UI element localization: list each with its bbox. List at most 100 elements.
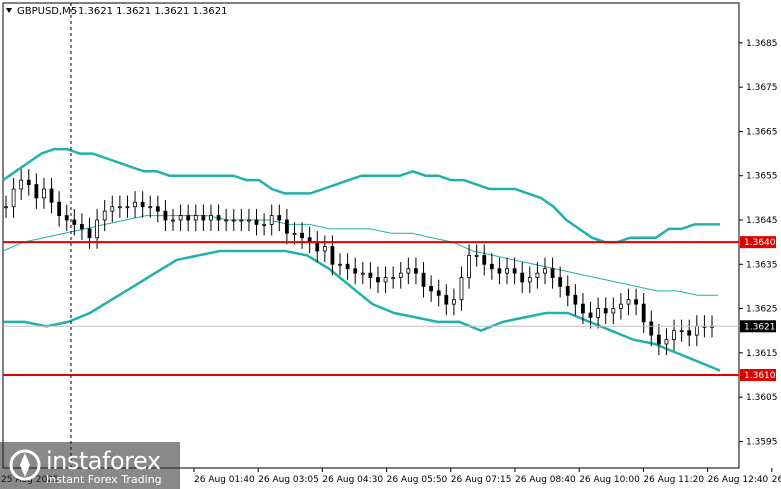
- candle: [421, 262, 426, 298]
- candle: [42, 177, 46, 209]
- candle: [603, 297, 608, 325]
- candle: [353, 257, 358, 285]
- candle: [664, 328, 669, 356]
- moving-average-line: [2, 215, 718, 296]
- x-tick-label: 26 Aug 05:50: [387, 475, 448, 485]
- candle: [140, 191, 145, 218]
- x-tick-label: 26 Aug 12:40: [708, 475, 769, 485]
- candle: [19, 169, 24, 201]
- candle: [634, 288, 638, 316]
- candle: [489, 253, 494, 280]
- candle: [11, 177, 16, 218]
- candle: [155, 195, 160, 223]
- current-price-label: 1.3621: [744, 322, 776, 332]
- level-price-label: 1.3640: [744, 238, 776, 248]
- candle: [224, 208, 229, 232]
- x-tick-label: 26 Aug 03:05: [258, 475, 319, 485]
- brand-tagline: Instant Forex Trading: [46, 473, 162, 486]
- chart-quote: 1.3621 1.3621 1.3621 1.3621: [78, 6, 228, 17]
- candle: [687, 319, 692, 347]
- y-tick-label: 1.3675: [746, 83, 778, 93]
- candle: [368, 262, 373, 289]
- candle: [277, 204, 282, 232]
- candle: [596, 297, 601, 329]
- candle: [87, 217, 92, 249]
- x-tick-label: 26 Aug 10:00: [579, 475, 640, 485]
- candle: [193, 204, 198, 232]
- candle: [26, 169, 31, 196]
- y-tick-label: 1.3655: [746, 172, 778, 182]
- candle: [656, 324, 661, 356]
- candle: [231, 208, 236, 232]
- candle: [679, 319, 684, 342]
- candle: [80, 213, 84, 240]
- level-price-badge: [740, 236, 776, 249]
- x-tick-label: 26 Aug 08:40: [515, 475, 576, 485]
- x-tick-label: 26 Aug 01:40: [194, 475, 255, 485]
- candle: [527, 266, 532, 294]
- candle: [338, 253, 342, 276]
- candle: [436, 279, 441, 307]
- candle: [284, 208, 289, 245]
- candle: [482, 244, 487, 276]
- candle: [49, 177, 54, 214]
- candle: [588, 301, 593, 329]
- instaforex-logo-icon: [9, 449, 41, 481]
- candle: [360, 262, 365, 285]
- plot-frame: [2, 2, 740, 469]
- candle: [4, 195, 8, 218]
- candle: [619, 293, 623, 320]
- x-tick-label: 26 Aug 04:30: [322, 475, 383, 485]
- candle: [125, 195, 130, 218]
- candle: [543, 257, 547, 285]
- candle: [505, 257, 509, 285]
- candle: [64, 204, 69, 232]
- symbol-dropdown-icon[interactable]: [6, 8, 12, 13]
- candle: [72, 208, 77, 236]
- candle: [247, 208, 251, 232]
- candle: [429, 275, 434, 302]
- candle: [376, 266, 380, 294]
- candle: [535, 262, 540, 289]
- candle: [110, 195, 115, 223]
- candle: [459, 266, 464, 311]
- candle: [186, 204, 191, 232]
- candle: [201, 204, 206, 232]
- candle: [178, 204, 183, 232]
- candle: [550, 257, 555, 289]
- candle: [406, 257, 411, 285]
- candle: [262, 213, 267, 236]
- candle: [163, 200, 168, 232]
- candle: [672, 319, 676, 351]
- y-tick-label: 1.3685: [746, 39, 778, 49]
- candle: [239, 208, 244, 232]
- x-tick-label: 26 Aug 07:15: [451, 475, 512, 485]
- candle: [345, 253, 350, 280]
- y-tick-label: 1.3625: [746, 305, 778, 315]
- levels-layer: 1.3640 1.3610 1.3621: [3, 236, 776, 381]
- candle: [398, 262, 403, 289]
- candle: [209, 204, 213, 232]
- candle: [581, 293, 585, 325]
- candle: [117, 195, 122, 218]
- candle: [512, 257, 517, 285]
- y-axis: 1.3685 1.3675 1.3665 1.3655 1.3645 1.3635 1.36…: [739, 39, 778, 447]
- candle: [254, 208, 259, 236]
- candle: [148, 195, 153, 218]
- candle: [300, 222, 304, 249]
- y-tick-label: 1.3645: [746, 216, 778, 226]
- y-tick-label: 1.3595: [746, 437, 778, 447]
- candle: [414, 257, 418, 285]
- candle: [649, 310, 654, 347]
- candle: [57, 191, 62, 227]
- brand-name: instaforex: [46, 447, 161, 475]
- y-tick-label: 1.3665: [746, 127, 778, 137]
- brand-watermark: [0, 442, 180, 489]
- x-tick-label: 26 Aug 11:20: [643, 475, 704, 485]
- candle: [269, 204, 274, 236]
- current-price-badge: [740, 320, 776, 333]
- candle: [573, 284, 578, 316]
